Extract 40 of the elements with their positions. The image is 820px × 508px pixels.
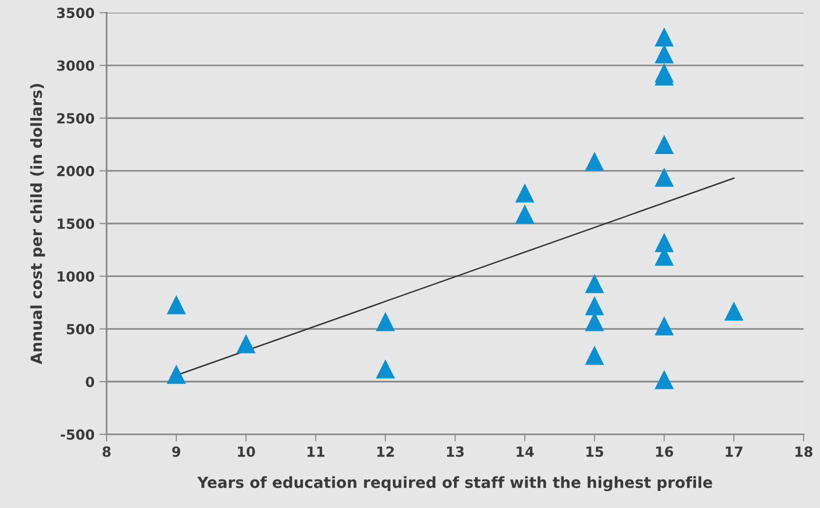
point xyxy=(724,301,744,321)
y-tick-label: 2500 xyxy=(57,113,94,124)
x-tick-label: 16 xyxy=(656,446,674,457)
x-tick-label: 17 xyxy=(726,446,742,457)
y-axis-title: Annual cost per child (in dollars) xyxy=(30,84,46,364)
point xyxy=(584,296,604,316)
point xyxy=(515,204,534,224)
y-tick-label: -500 xyxy=(60,429,94,440)
point xyxy=(654,316,674,336)
point xyxy=(654,232,674,252)
x-tick-label: 9 xyxy=(172,446,180,457)
point xyxy=(376,312,395,332)
x-tick-label: 8 xyxy=(102,446,111,457)
x-tick-label: 14 xyxy=(516,446,534,457)
point xyxy=(236,334,256,354)
point xyxy=(654,168,674,187)
point xyxy=(584,152,604,171)
y-tick-label: 3000 xyxy=(57,60,94,71)
x-tick-label: 10 xyxy=(238,446,255,457)
point xyxy=(584,346,604,365)
y-tick-label: 3500 xyxy=(57,8,94,18)
point xyxy=(584,274,604,294)
y-tick-label: 2000 xyxy=(57,166,94,176)
point xyxy=(166,295,186,314)
x-tick-label: 11 xyxy=(308,446,324,457)
point xyxy=(654,370,674,390)
point xyxy=(515,183,534,203)
x-tick-label: 13 xyxy=(447,446,464,457)
point xyxy=(166,364,186,384)
x-tick-label: 18 xyxy=(796,446,812,457)
point xyxy=(654,134,674,154)
x-axis-title: Years of education required of staff with the highest profile xyxy=(197,476,712,492)
y-tick-label: 500 xyxy=(66,324,94,334)
y-tick-label: 1500 xyxy=(58,218,94,229)
point xyxy=(376,359,395,379)
x-tick-label: 12 xyxy=(377,446,394,457)
y-tick-label: 1000 xyxy=(58,271,94,282)
point xyxy=(654,27,674,47)
x-tick-label: 15 xyxy=(586,446,604,457)
y-tick-label: 0 xyxy=(86,376,94,388)
